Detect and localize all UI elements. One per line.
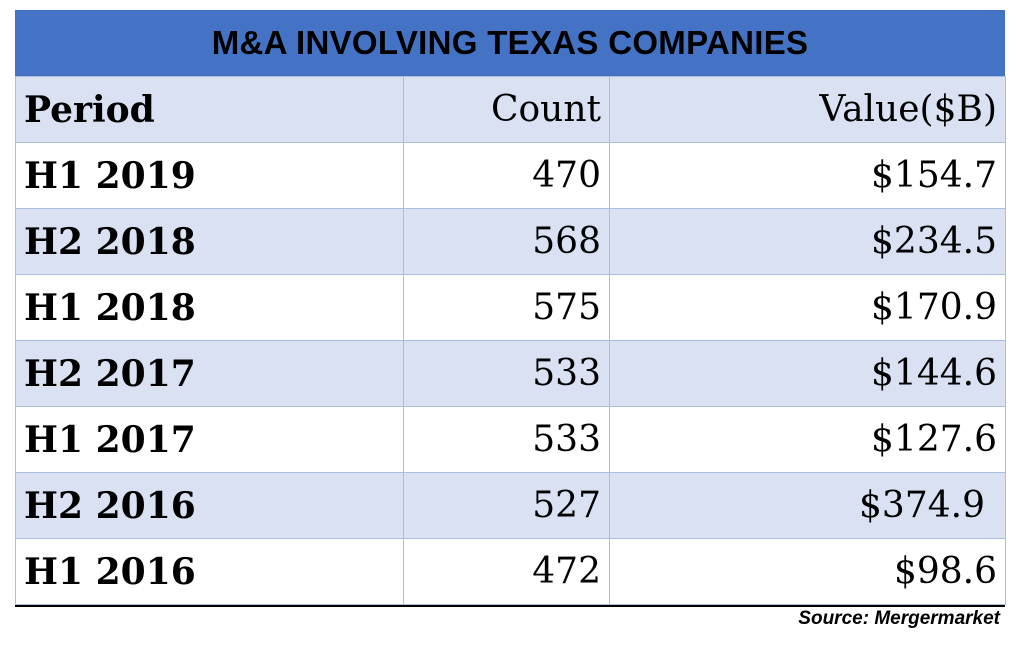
cell-period: H1 2016 [15, 538, 404, 605]
cell-period: H1 2019 [15, 142, 404, 209]
table-row: H2 2016 527 $374.9 [15, 472, 1006, 539]
table-row: H2 2017 533 $144.6 [15, 340, 1006, 407]
cell-value: $127.6 [609, 406, 1006, 473]
header-row: Period Count Value($B) [15, 76, 1006, 143]
data-table: Period Count Value($B) H1 2019 470 $154.… [15, 76, 1006, 605]
cell-count: 472 [403, 538, 610, 605]
table-row: H1 2017 533 $127.6 [15, 406, 1006, 473]
cell-value: $374.9 [609, 472, 1006, 539]
cell-value: $98.6 [609, 538, 1006, 605]
cell-period: H2 2018 [15, 208, 404, 275]
cell-value: $170.9 [609, 274, 1006, 341]
cell-value: $234.5 [609, 208, 1006, 275]
cell-period: H1 2018 [15, 274, 404, 341]
cell-period: H2 2017 [15, 340, 404, 407]
cell-count: 470 [403, 142, 610, 209]
column-header-value: Value($B) [609, 76, 1006, 143]
table-row: H2 2018 568 $234.5 [15, 208, 1006, 275]
column-header-count: Count [403, 76, 610, 143]
source-note: Source: Mergermarket [798, 608, 1000, 629]
cell-count: 527 [403, 472, 610, 539]
table-row: H1 2019 470 $154.7 [15, 142, 1006, 209]
cell-period: H1 2017 [15, 406, 404, 473]
cell-value: $144.6 [609, 340, 1006, 407]
table-row: H1 2018 575 $170.9 [15, 274, 1006, 341]
cell-count: 533 [403, 340, 610, 407]
cell-value: $154.7 [609, 142, 1006, 209]
bottom-rule [15, 605, 1005, 607]
table-row: H1 2016 472 $98.6 [15, 538, 1006, 605]
table-container: M&A INVOLVING TEXAS COMPANIES Period Cou… [15, 10, 1006, 607]
cell-count: 568 [403, 208, 610, 275]
cell-count: 575 [403, 274, 610, 341]
cell-period: H2 2016 [15, 472, 404, 539]
cell-count: 533 [403, 406, 610, 473]
table-title: M&A INVOLVING TEXAS COMPANIES [15, 10, 1005, 76]
column-header-period: Period [15, 76, 404, 143]
